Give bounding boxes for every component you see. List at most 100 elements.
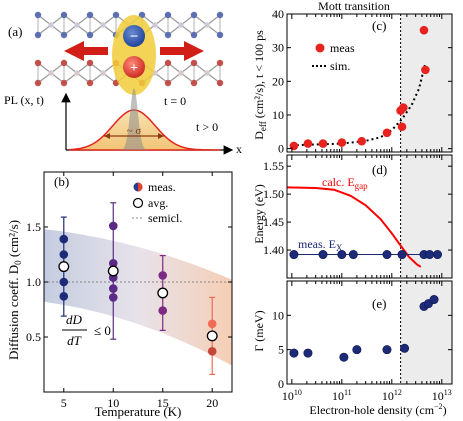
meas-point xyxy=(397,122,407,132)
legend-meas-marker-half xyxy=(138,182,143,192)
y-tick-label: 1.0 xyxy=(26,275,41,289)
lattice-atom xyxy=(34,79,42,87)
panel-b-label: (b) xyxy=(54,174,69,189)
lattice-atom xyxy=(34,11,42,19)
panel-c-frame xyxy=(286,13,453,153)
data-point xyxy=(318,250,328,260)
meas-point xyxy=(337,138,347,147)
mott-region xyxy=(400,281,452,384)
meas-point xyxy=(158,271,168,280)
y-tick-label: 0 xyxy=(278,377,284,391)
x-tick-label: 1010 xyxy=(282,388,302,403)
legend-meas-label: meas. xyxy=(148,180,176,194)
panel-a-schematic: (a) − + PL (x, t) x t = 0 t > 0 ~ σ xyxy=(4,11,242,156)
x-tick-label: 10 xyxy=(107,396,119,410)
lattice-atom xyxy=(204,70,210,76)
lattice-atom xyxy=(190,79,198,87)
gaussian-broad xyxy=(69,109,221,151)
calc-egap-curve xyxy=(286,186,422,268)
meas-point xyxy=(59,234,69,244)
lattice-atom xyxy=(86,31,94,39)
lattice-atom xyxy=(216,79,224,87)
right-arrow-icon xyxy=(160,41,204,61)
uncertainty-band xyxy=(44,229,232,366)
data-point xyxy=(425,250,435,260)
data-point xyxy=(382,345,392,355)
data-point xyxy=(382,250,392,260)
lattice-atom xyxy=(48,22,54,28)
y-tick-label: 1.45 xyxy=(263,215,284,229)
lattice-atom xyxy=(74,22,80,28)
y-tick-label: 1.40 xyxy=(263,243,284,257)
lattice-atom xyxy=(60,11,68,19)
panel-e-label: (e) xyxy=(372,296,386,311)
lattice-atom xyxy=(190,11,198,19)
meas-point xyxy=(399,103,408,112)
y-tick-label: 30 xyxy=(272,41,284,55)
tpos-label: t > 0 xyxy=(196,120,218,134)
meas-point xyxy=(59,250,69,259)
lattice-atom xyxy=(112,11,120,19)
meas-ex-label: meas. EX xyxy=(298,237,343,253)
mott-region xyxy=(400,155,452,278)
panel-d-energy-chart: 1.40 1.45 1.50 1.55 (d) calc. Egap meas. EX… xyxy=(252,154,453,279)
panel-b-xlabel: Temperature (K) xyxy=(95,404,182,419)
data-point xyxy=(289,250,299,260)
lattice-atom xyxy=(216,11,224,19)
lattice-atom xyxy=(74,70,80,76)
t0-label: t = 0 xyxy=(164,94,186,108)
x-tick-label: 20 xyxy=(206,396,218,410)
data-point xyxy=(429,295,439,305)
mott-region xyxy=(400,14,452,152)
avg-point xyxy=(206,330,218,342)
meas-point xyxy=(207,319,217,329)
y-tick-label: 5 xyxy=(278,343,284,357)
meas-point xyxy=(158,306,168,315)
sim-curve xyxy=(291,62,427,147)
lattice-atom xyxy=(48,70,54,76)
lattice-atom xyxy=(164,59,172,67)
lattice-atom xyxy=(216,59,224,67)
legend-avg-label: avg. xyxy=(148,196,168,210)
meas-point xyxy=(59,292,69,301)
x-tick-label: 15 xyxy=(157,396,169,410)
panel-c-label: (c) xyxy=(372,18,386,33)
y-tick-label: 20 xyxy=(272,74,284,88)
lattice-atom xyxy=(190,59,198,67)
panel-d-label: (d) xyxy=(372,162,387,177)
lattice-atom xyxy=(190,31,198,39)
annotation-denominator: dT xyxy=(67,333,82,348)
y-tick-label: 1.55 xyxy=(263,159,284,173)
lattice-atom xyxy=(164,31,172,39)
legend-meas-marker xyxy=(315,43,325,53)
meas-point xyxy=(108,221,118,231)
meas-point xyxy=(303,139,313,148)
x-tick-label: 5 xyxy=(61,396,67,410)
minus-sign: − xyxy=(130,29,139,45)
lattice-atom xyxy=(178,22,184,28)
lattice-atom xyxy=(152,22,158,28)
data-point xyxy=(432,250,442,260)
legend-semicl-label: semicl. xyxy=(148,211,182,225)
lattice-atom xyxy=(86,11,94,19)
meas-point xyxy=(357,136,367,146)
panel-a-label: (a) xyxy=(8,24,22,39)
lattice-atom xyxy=(60,31,68,39)
legend-meas-label: meas xyxy=(330,41,355,55)
lattice-atom xyxy=(34,59,42,67)
legend-avg-marker xyxy=(132,197,144,209)
y-tick-label: 1.50 xyxy=(263,187,284,201)
annotation-numerator: dD xyxy=(66,312,83,327)
lattice-atom xyxy=(60,79,68,87)
meas-point xyxy=(108,293,118,302)
lattice-atom xyxy=(164,79,172,87)
y-tick-label: 10 xyxy=(272,308,284,322)
data-point xyxy=(339,352,349,362)
y-tick-label: 1.5 xyxy=(26,220,41,234)
lattice-atom xyxy=(138,11,146,19)
pl-xlabel: x xyxy=(236,142,242,156)
data-point xyxy=(348,250,358,260)
lattice-atom xyxy=(164,11,172,19)
panel-b-legend: meas. avg. semicl. xyxy=(132,180,182,225)
data-point xyxy=(352,345,362,355)
